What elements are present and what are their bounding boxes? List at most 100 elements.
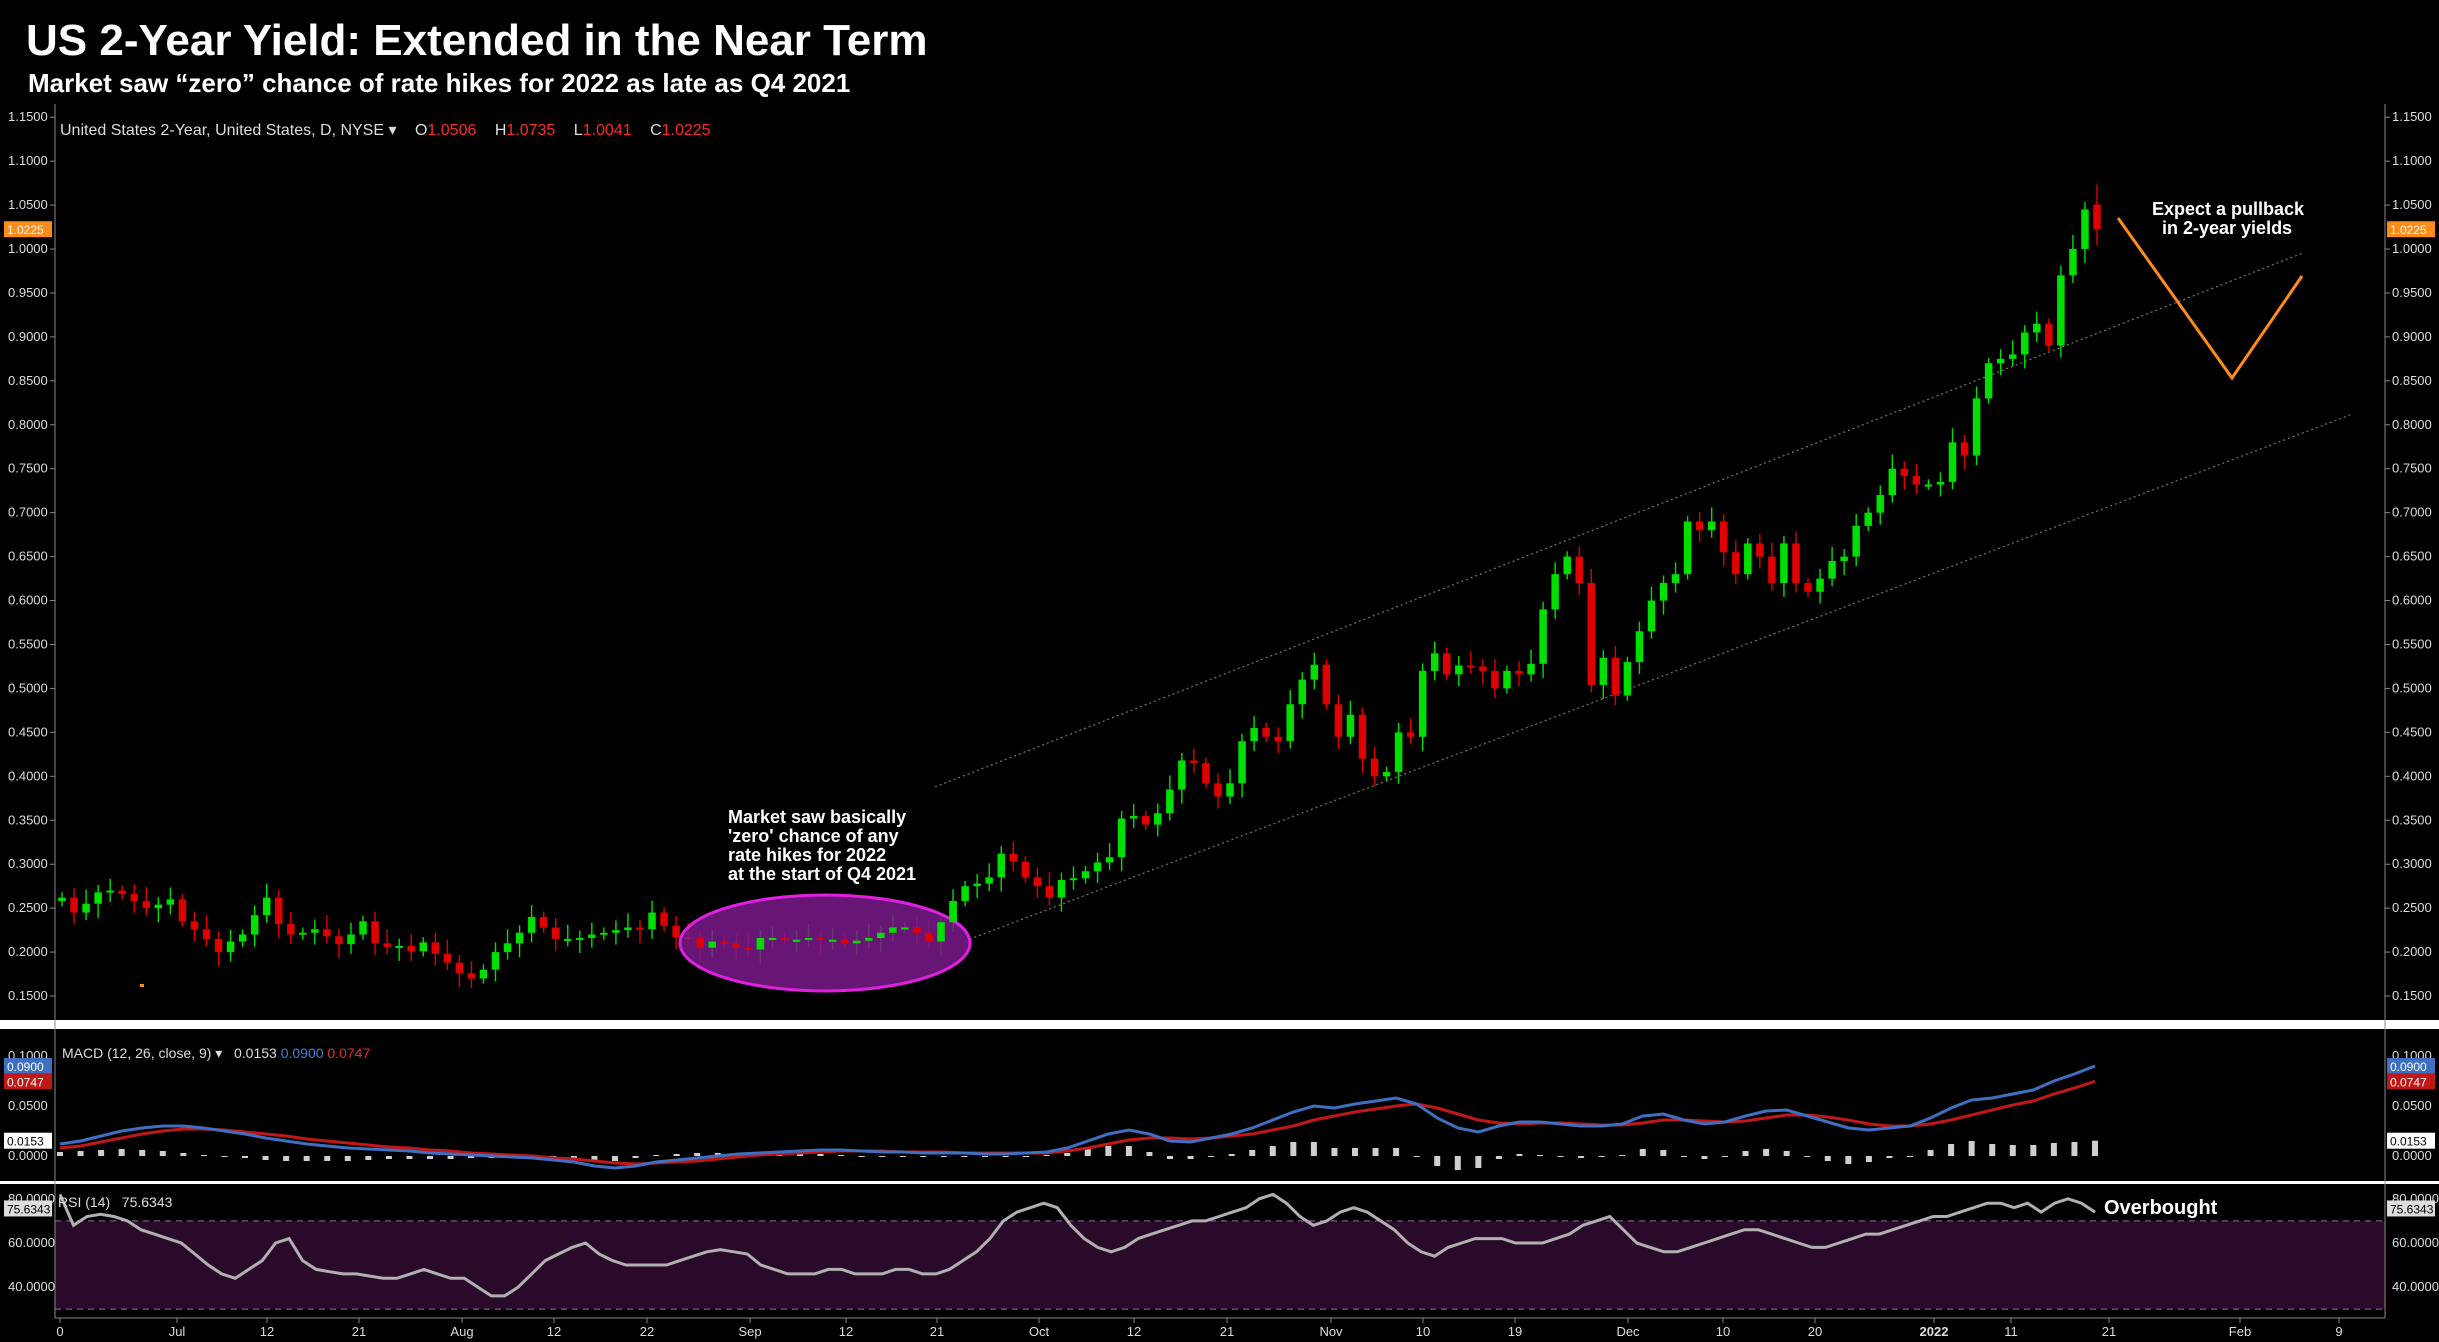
macd-histogram-bar bbox=[98, 1150, 105, 1156]
macd-histogram-bar bbox=[1639, 1149, 1646, 1156]
page-title: US 2-Year Yield: Extended in the Near Te… bbox=[26, 16, 928, 65]
x-tick-label: 21 bbox=[930, 1324, 944, 1339]
open-label: O bbox=[414, 122, 428, 139]
candle-body bbox=[1840, 556, 1848, 561]
candle-body bbox=[359, 921, 367, 935]
macd-histogram-bar bbox=[2050, 1143, 2057, 1156]
candle-body bbox=[2069, 249, 2077, 276]
chevron-down-icon[interactable]: ▾ bbox=[388, 122, 397, 139]
y-tick-label-left: 0.3000 bbox=[8, 856, 48, 871]
macd-histogram-bar bbox=[1331, 1148, 1338, 1156]
x-tick-label: Jul bbox=[169, 1324, 186, 1339]
macd-histogram-bar bbox=[591, 1156, 598, 1161]
panel-separator bbox=[0, 1020, 2439, 1029]
y-tick-label-left: 1.0000 bbox=[8, 241, 48, 256]
high-value: 1.0735 bbox=[506, 122, 556, 139]
macd-histogram-bar bbox=[1023, 1156, 1030, 1157]
candle-body bbox=[1876, 495, 1884, 513]
y-tick-label-left: 0.9500 bbox=[8, 285, 48, 300]
candle-body bbox=[130, 894, 138, 902]
candle-body bbox=[1443, 653, 1451, 675]
macd-legend[interactable]: MACD (12, 26, close, 9) ▾ 0.0153 0.0900 … bbox=[62, 1045, 370, 1062]
rsi-legend[interactable]: RSI (14) 75.6343 bbox=[58, 1194, 172, 1210]
candle-body bbox=[672, 925, 680, 938]
candle-body bbox=[178, 899, 187, 922]
candle-body bbox=[1166, 789, 1174, 814]
high-label: H bbox=[494, 122, 507, 139]
x-tick-label: 12 bbox=[839, 1324, 853, 1339]
candle-body bbox=[756, 938, 765, 950]
open-value: 1.0506 bbox=[427, 122, 477, 139]
x-tick-label: 10 bbox=[1416, 1324, 1430, 1339]
y-tick-label-right: 0.4500 bbox=[2392, 724, 2432, 739]
chevron-down-icon[interactable]: ▾ bbox=[215, 1045, 223, 1061]
candle-body bbox=[1214, 783, 1222, 797]
macd-histogram-bar bbox=[365, 1156, 372, 1160]
macd-histogram-bar bbox=[1146, 1152, 1153, 1156]
candle-body bbox=[2033, 323, 2041, 333]
candle-body bbox=[901, 927, 909, 930]
candle-body bbox=[467, 973, 476, 979]
candle-body bbox=[383, 943, 391, 947]
candle-body bbox=[840, 939, 849, 944]
candle-body bbox=[1647, 600, 1656, 632]
y-tick-label-left: 0.7500 bbox=[8, 461, 48, 476]
candle-body bbox=[407, 945, 415, 952]
macd-histogram-bar bbox=[324, 1156, 331, 1161]
candle-body bbox=[1503, 670, 1511, 689]
rsi-band bbox=[55, 1220, 2385, 1310]
price-legend[interactable]: United States 2-Year, United States, D, … bbox=[60, 120, 711, 140]
annotation-overbought: Overbought bbox=[2104, 1197, 2218, 1219]
rsi-name[interactable]: RSI (14) bbox=[58, 1194, 111, 1210]
candle-body bbox=[1864, 512, 1872, 526]
macd-histogram-bar bbox=[1290, 1142, 1297, 1156]
pullback-arrow bbox=[2116, 217, 2304, 381]
macd-histogram-bar bbox=[1310, 1142, 1317, 1156]
macd-line bbox=[59, 1064, 2096, 1170]
stray-marker bbox=[140, 984, 144, 987]
candle-body bbox=[1033, 877, 1042, 887]
candle-body bbox=[395, 945, 403, 948]
candle-body bbox=[1780, 543, 1788, 583]
y-tick-label-left: 0.3500 bbox=[8, 812, 48, 827]
y-tick-label-right: 1.0000 bbox=[2392, 241, 2432, 256]
macd-value-tag-text: 0.0900 bbox=[2390, 1060, 2427, 1074]
x-tick-label: Feb bbox=[2229, 1324, 2251, 1339]
candle-body bbox=[1394, 732, 1403, 772]
x-tick-label: Nov bbox=[1319, 1324, 1343, 1339]
rsi-line bbox=[58, 1192, 2096, 1298]
candle-body bbox=[1611, 657, 1620, 696]
candle-body bbox=[1250, 727, 1258, 742]
candle-body bbox=[82, 903, 90, 913]
macd-histogram-bar bbox=[632, 1156, 639, 1158]
macd-histogram-bar bbox=[1167, 1156, 1173, 1159]
y-tick-label-right: 0.5500 bbox=[2392, 636, 2432, 651]
macd-histogram-bar bbox=[1824, 1156, 1831, 1161]
zero-chance-ellipse bbox=[678, 893, 972, 993]
macd-histogram-bar bbox=[817, 1154, 824, 1156]
macd-histogram-bar bbox=[1495, 1156, 1502, 1159]
candle-body bbox=[1202, 763, 1210, 784]
symbol-label[interactable]: United States 2-Year, United States, D, … bbox=[60, 122, 385, 139]
macd-histogram-bar bbox=[1948, 1144, 1955, 1156]
candle-body bbox=[190, 921, 199, 930]
candle-body bbox=[1912, 475, 1921, 485]
macd-name[interactable]: MACD (12, 26, close, 9) bbox=[62, 1045, 212, 1061]
macd-histogram-bar bbox=[1865, 1156, 1872, 1162]
y-tick-label-left: 0.7000 bbox=[8, 505, 48, 520]
macd-histogram-bar bbox=[653, 1155, 660, 1156]
y-tick-label-left: 0.1500 bbox=[8, 988, 48, 1003]
candle-body bbox=[1683, 521, 1692, 575]
candle-body bbox=[1635, 631, 1644, 663]
candle-body bbox=[865, 938, 873, 941]
candle-body bbox=[1479, 666, 1487, 671]
candle-body bbox=[455, 962, 464, 974]
macd-value-tag bbox=[4, 1073, 52, 1090]
y-tick-label-right: 0.2500 bbox=[2392, 900, 2432, 915]
rsi-value-tag-text: 75.6343 bbox=[7, 1202, 51, 1216]
macd-histogram-bar bbox=[1989, 1144, 1996, 1156]
y-tick-label-right: 0.7000 bbox=[2392, 505, 2432, 520]
candle-body bbox=[913, 927, 921, 933]
macd-histogram-bar bbox=[1454, 1156, 1461, 1170]
